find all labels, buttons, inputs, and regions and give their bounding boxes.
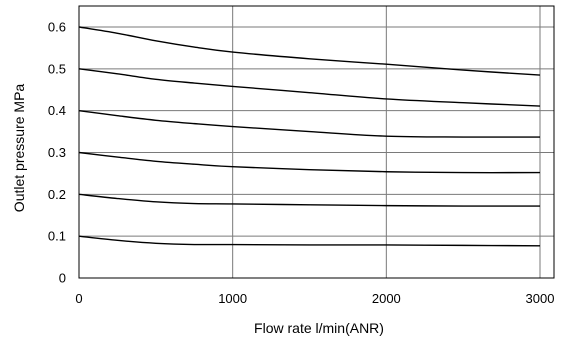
- x-axis-title: Flow rate l/min(ANR): [254, 320, 384, 336]
- y-tick-label: 0.1: [48, 229, 66, 244]
- y-tick-label: 0.6: [48, 20, 66, 35]
- x-tick-label: 0: [75, 291, 82, 306]
- y-tick-label: 0.2: [48, 187, 66, 202]
- series-line-5: [78, 193, 541, 207]
- x-tick-labels: 0 1000 2000 3000: [75, 291, 554, 306]
- y-tick-label: 0.4: [48, 103, 66, 118]
- series-line-2: [78, 68, 541, 107]
- plot-frame: [78, 5, 555, 279]
- series-line-6: [78, 235, 541, 247]
- y-tick-label: 0.5: [48, 61, 66, 76]
- y-axis-title: Outlet pressure MPa: [11, 84, 27, 213]
- series-line-4: [78, 151, 541, 174]
- series-group: [78, 26, 541, 247]
- gridlines: [79, 6, 554, 278]
- x-tick-label: 2000: [372, 291, 401, 306]
- y-tick-label: 0: [59, 271, 66, 286]
- series-line-3: [78, 109, 541, 138]
- x-tick-label: 1000: [218, 291, 247, 306]
- y-tick-label: 0.3: [48, 145, 66, 160]
- x-tick-label: 3000: [526, 291, 555, 306]
- y-tick-labels: 0 0.1 0.2 0.3 0.4 0.5 0.6: [48, 20, 66, 286]
- series-line-1: [78, 26, 541, 76]
